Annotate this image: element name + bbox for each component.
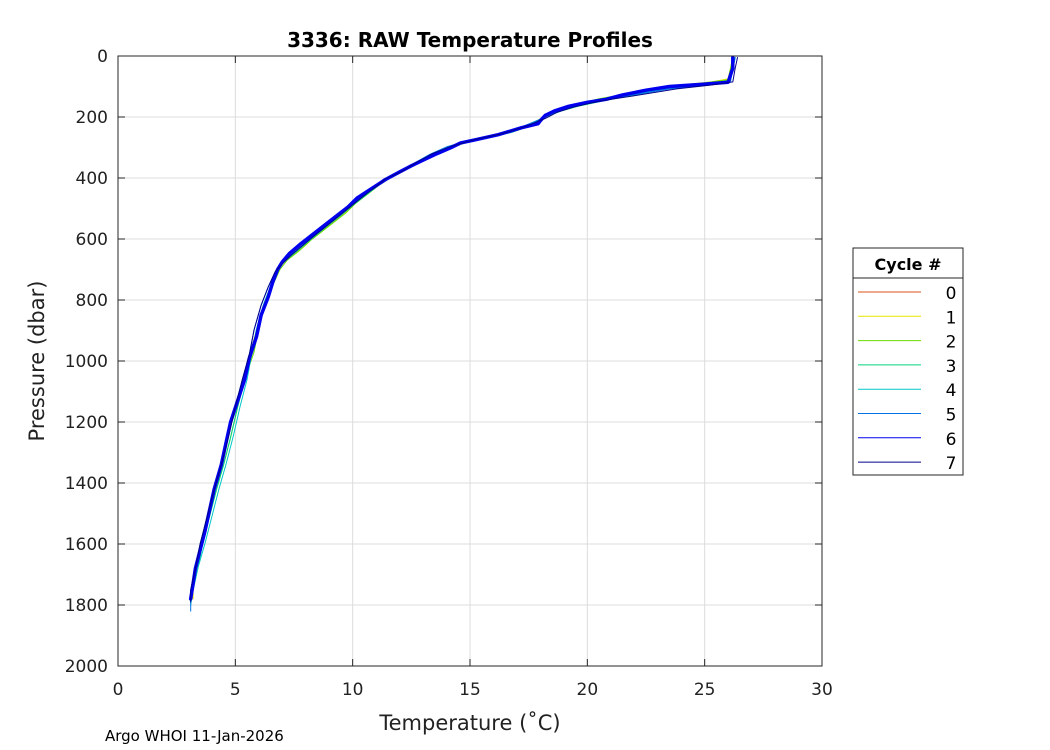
plot-area: 0 5 10 15 20 25 30 0 200 400 600 800 1000 1200 1400 16…	[65, 47, 833, 700]
x-axis-ticks: 0 5 10 15 20 25 30	[113, 56, 833, 700]
y-tick-label: 1000	[65, 352, 108, 372]
x-tick-label: 30	[811, 680, 833, 700]
y-tick-label: 0	[97, 47, 108, 67]
x-tick-label: 10	[342, 680, 364, 700]
footer-text: Argo WHOI 11-Jan-2026	[105, 727, 284, 745]
x-axis-label: Temperature (˚C)	[378, 711, 560, 735]
series-line-cycle-6	[188, 55, 735, 601]
legend-label-cycle-5: 5	[946, 406, 957, 426]
x-tick-label: 5	[230, 680, 241, 700]
y-axis-ticks: 0 200 400 600 800 1000 1200 1400 1600 1800 2000	[65, 47, 822, 677]
chart-title: 3336: RAW Temperature Profiles	[287, 28, 653, 52]
y-tick-label: 200	[76, 108, 108, 128]
series-line-cycle-7	[190, 57, 738, 603]
y-tick-label: 1400	[65, 474, 108, 494]
legend-label-cycle-6: 6	[946, 430, 957, 450]
legend-label-cycle-4: 4	[946, 381, 957, 401]
x-tick-label: 20	[577, 680, 599, 700]
y-tick-label: 800	[76, 291, 108, 311]
legend-box	[852, 247, 964, 476]
y-tick-label: 400	[76, 169, 108, 189]
legend: Cycle # 0 1 2 3 4 5 6 7	[852, 247, 964, 476]
x-tick-label: 0	[113, 680, 124, 700]
y-tick-label: 1600	[65, 535, 108, 555]
legend-label-cycle-2: 2	[946, 333, 957, 353]
x-tick-label: 15	[459, 680, 481, 700]
legend-title: Cycle #	[875, 255, 942, 274]
y-tick-label: 1200	[65, 413, 108, 433]
x-tick-label: 25	[694, 680, 716, 700]
legend-label-cycle-3: 3	[946, 357, 957, 377]
y-tick-label: 600	[76, 230, 108, 250]
grid	[118, 56, 822, 666]
legend-label-cycle-0: 0	[946, 284, 957, 304]
y-tick-label: 1800	[65, 596, 108, 616]
legend-label-cycle-1: 1	[946, 308, 957, 328]
series-layer	[188, 55, 738, 612]
legend-label-cycle-7: 7	[946, 454, 957, 474]
y-axis-label: Pressure (dbar)	[25, 281, 49, 442]
y-tick-label: 2000	[65, 657, 108, 677]
legend-entries: 0 1 2 3 4 5 6 7	[858, 284, 956, 474]
